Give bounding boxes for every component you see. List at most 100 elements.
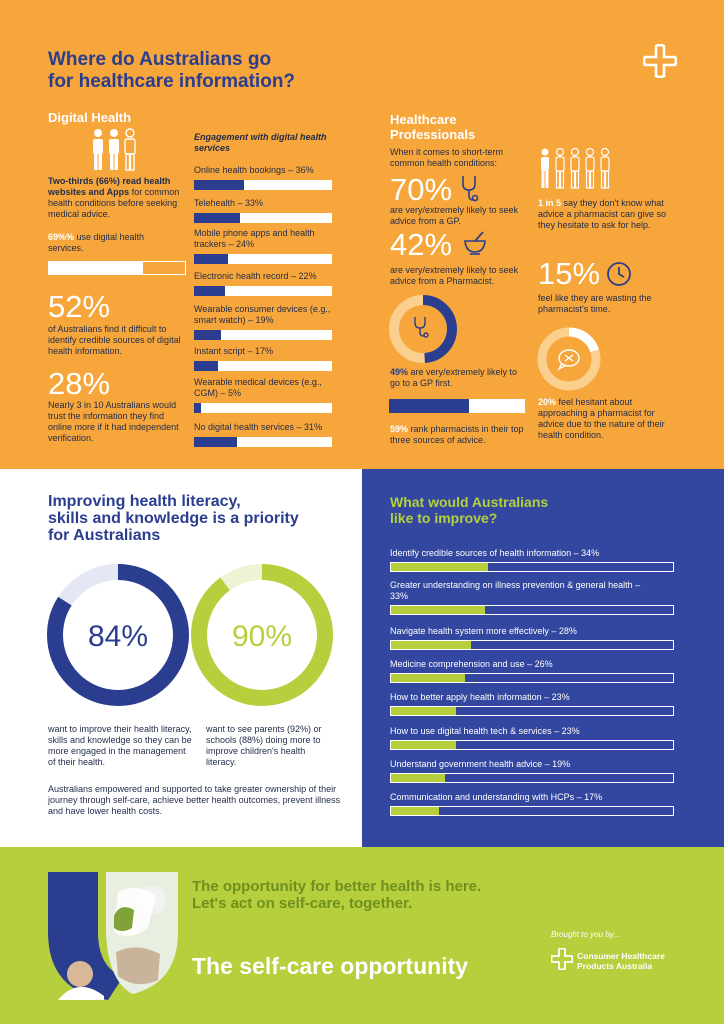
speech-bubble-icon	[557, 349, 580, 371]
mortar-pestle-icon	[464, 231, 486, 255]
engagement-bar	[194, 213, 332, 223]
digital-use-bar-fill	[49, 262, 143, 274]
engagement-label: Wearable medical devices (e.g., CGM) – 5…	[194, 377, 322, 398]
footer-tagline: The opportunity for better health is her…	[192, 878, 482, 912]
gp-first-text: 49% are very/extremely likely to go to a…	[390, 367, 518, 388]
literacy-summary: Australians empowered and supported to t…	[48, 784, 341, 816]
improve-label: Identify credible sources of health info…	[390, 548, 600, 558]
ring-84-arc	[47, 564, 189, 706]
waste-number: 15%	[538, 256, 601, 291]
engagement-heading: Engagement with digital health services	[194, 132, 327, 153]
improve-bar	[390, 773, 674, 783]
engagement-bar-fill	[194, 361, 218, 371]
digital-health-heading: Digital Health	[48, 110, 132, 125]
engagement-label: Electronic health record – 22%	[194, 271, 317, 281]
hesitant-arc	[537, 327, 601, 391]
engagement-bar	[194, 330, 332, 340]
improve-label: How to better apply health information –…	[390, 692, 570, 702]
rank-pharmacist-bar	[389, 399, 525, 413]
rank-pharmacist-bar-fill	[389, 399, 470, 413]
gp-number: 70%	[390, 172, 453, 207]
waste-text: feel like they are wasting the pharmacis…	[538, 293, 652, 314]
improve-bar-fill	[391, 774, 445, 782]
improve-label: How to use digital health tech & service…	[390, 726, 580, 736]
engagement-bar-fill	[194, 180, 245, 190]
improve-bar	[390, 706, 674, 716]
engagement-bar	[194, 254, 332, 264]
ring-84-label: 84%	[88, 620, 148, 653]
engagement-bar	[194, 361, 332, 371]
gp-text: are very/extremely likely to seek advice…	[390, 205, 519, 226]
engagement-label: Online health bookings – 36%	[194, 165, 314, 175]
improve-bar	[390, 673, 674, 683]
engagement-bar	[194, 286, 332, 296]
improve-bar-fill	[391, 741, 457, 749]
stat-52-text: of Australians find it difficult to iden…	[48, 324, 181, 356]
engagement-bar	[194, 437, 332, 447]
five-people-icon	[541, 148, 610, 189]
improve-bar	[390, 640, 674, 650]
improve-bar	[390, 605, 674, 615]
orange-section	[0, 0, 724, 469]
engagement-bar-fill	[194, 330, 221, 340]
ring-90-arc	[191, 564, 333, 706]
one-in-five-text: 1 in 5 say they don't know what advice a…	[538, 198, 667, 230]
literacy-heading: Improving health literacy, skills and kn…	[48, 493, 299, 544]
engagement-bar	[194, 403, 332, 413]
improve-label: Navigate health system more effectively …	[390, 626, 577, 636]
improve-bar	[390, 562, 674, 572]
ring-90-text: want to see parents (92%) or schools (88…	[206, 724, 322, 767]
improve-bar-fill	[391, 674, 465, 682]
people-icon	[93, 128, 136, 171]
ring-84: 84%	[47, 564, 189, 706]
pharmacist-number: 42%	[390, 227, 453, 262]
professionals-intro: When it comes to short-term common healt…	[390, 147, 504, 168]
improve-bar	[390, 806, 674, 816]
stethoscope-icon	[462, 176, 479, 202]
improve-bar	[390, 740, 674, 750]
engagement-label: Wearable consumer devices (e.g., smart w…	[194, 304, 331, 325]
engagement-label: Telehealth – 33%	[194, 198, 264, 208]
stat-52-number: 52%	[48, 289, 111, 324]
ring-84-text: want to improve their health literacy, s…	[48, 724, 192, 767]
pharmacist-text: are very/extremely likely to seek advice…	[390, 265, 519, 286]
improve-bar-fill	[391, 707, 457, 715]
improve-label: Communication and understanding with HCP…	[390, 792, 603, 802]
hesitant-donut	[537, 327, 601, 391]
engagement-label: Mobile phone apps and health trackers – …	[194, 228, 315, 249]
ring-90: 90%	[191, 564, 333, 706]
ring-90-label: 90%	[232, 620, 292, 653]
clock-icon	[607, 262, 631, 286]
engagement-bar-fill	[194, 286, 225, 296]
campaign-title: The self-care opportunity	[192, 953, 469, 979]
gp-first-arc	[389, 295, 457, 363]
rank-pharmacist-text: 59% rank pharmacists in their top three …	[390, 424, 524, 445]
chpa-logo-icon	[551, 948, 573, 970]
engagement-label: Instant script – 17%	[194, 346, 274, 356]
engagement-label: No digital health services – 31%	[194, 422, 323, 432]
improve-bar-fill	[391, 606, 485, 614]
stethoscope-small-icon	[414, 317, 429, 338]
improve-bar-fill	[391, 563, 488, 571]
stat-28-text: Nearly 3 in 10 Australians would trust t…	[48, 400, 179, 443]
self-care-logo-photo	[48, 872, 178, 1000]
digital-use-bar	[48, 261, 186, 275]
engagement-bar-fill	[194, 213, 241, 223]
hesitant-text: 20% feel hesitant about approaching a ph…	[538, 397, 665, 440]
improve-bar-fill	[391, 807, 440, 815]
professionals-heading: Healthcare Professionals	[390, 112, 476, 142]
engagement-bar-fill	[194, 403, 201, 413]
engagement-bar-fill	[194, 254, 228, 264]
two-thirds-text: Two-thirds (66%) read health websites an…	[48, 176, 180, 219]
improve-section	[362, 469, 724, 847]
improve-label: Understand government health advice – 19…	[390, 759, 571, 769]
improve-label: Medicine comprehension and use – 26%	[390, 659, 553, 669]
engagement-bar	[194, 180, 332, 190]
improve-heading: What would Australians like to improve?	[390, 494, 549, 526]
cross-logo-icon	[643, 44, 677, 78]
page-title: Where do Australians go for healthcare i…	[48, 49, 296, 92]
gp-first-donut	[389, 295, 457, 363]
improve-bar-fill	[391, 641, 471, 649]
brought-by-text: Brought to you by...	[551, 930, 620, 939]
chpa-name: Consumer Healthcare Products Australia	[577, 951, 665, 971]
